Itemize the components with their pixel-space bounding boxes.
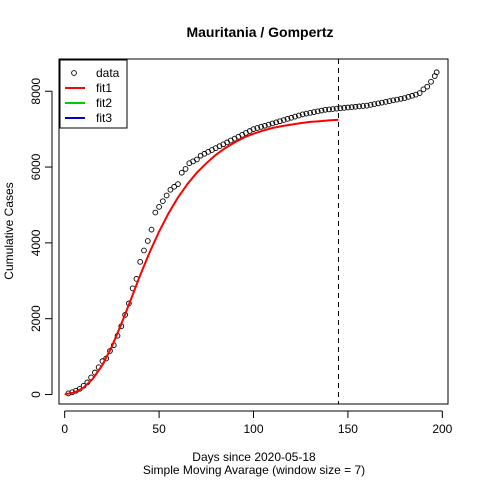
data-point [333,105,340,112]
data-point [341,105,347,111]
data-point [299,111,306,118]
data-point [137,258,144,265]
data-point [152,209,159,216]
data-point [265,121,272,128]
legend-label-fit2: fit2 [96,96,112,110]
data-point [433,69,440,76]
y-tick-label: 4000 [29,229,43,256]
data-point [280,117,287,123]
data-point [405,94,412,100]
data-point [148,226,155,233]
y-tick-label: 6000 [29,153,43,180]
data-point [397,95,404,102]
legend-box [59,59,128,129]
data-point [386,98,393,104]
data-point [175,181,181,187]
y-axis-label: Cumulative Cases [2,182,16,279]
data-point [318,107,325,114]
x-axis-sublabel: Simple Moving Avarage (window size = 7) [143,463,365,477]
data-point [303,110,310,117]
data-point [171,183,178,190]
data-point [307,109,314,116]
y-axis: 0 2000 4000 6000 8000 [29,78,53,398]
data-point [167,186,174,193]
data-point [390,97,397,104]
data-point [160,198,166,205]
data-point [356,103,363,110]
data-point [413,91,419,98]
data-point [273,119,280,126]
legend-swatch-data [71,70,77,76]
data-point [348,104,355,110]
data-point [326,106,332,113]
chart-title: Mauritania / Gompertz [186,24,333,40]
data-point [401,95,408,101]
y-tick-label: 8000 [29,78,43,105]
data-point [409,92,415,99]
data-point [144,238,151,244]
x-tick-label: 200 [432,422,452,436]
data-point [352,103,359,110]
data-point [254,125,261,131]
data-point [295,112,302,119]
legend-label-fit3: fit3 [96,111,112,125]
data-point [428,78,434,85]
data-point [314,108,321,115]
data-point [360,103,366,109]
y-tick-label: 2000 [29,305,43,332]
data-point [250,126,257,132]
x-axis: 0 50 100 150 200 [61,410,453,436]
x-tick-label: 100 [243,422,263,436]
data-point [269,120,276,127]
data-point [337,105,344,112]
data-point [156,204,162,210]
data-point [288,114,295,121]
x-axis-label: Days since 2020-05-18 [192,450,316,464]
data-point [193,156,200,163]
data-point [182,166,189,172]
data-point [277,118,283,125]
data-point [261,122,268,129]
data-point [420,86,427,93]
fit1-line [64,118,339,396]
data-point [345,104,351,111]
data-point [379,99,385,106]
data-point [322,106,329,113]
x-tick-label: 150 [338,422,358,436]
data-point [382,98,389,105]
data-point [375,100,381,107]
data-point [363,102,370,109]
data-point [163,192,170,199]
data-point [292,113,298,120]
data-point [178,169,185,176]
legend-label-fit1: fit1 [96,81,112,95]
data-point [416,90,423,96]
plot-area-border [58,58,449,405]
x-tick-label: 50 [152,422,166,436]
data-point [424,83,431,90]
legend-label-data: data [96,66,120,80]
y-tick-label: 0 [29,391,43,398]
data-point [371,101,378,107]
data-point [394,96,400,103]
data-point [141,247,147,254]
data-point [258,124,264,130]
data-points [65,69,440,397]
x-tick-label: 0 [61,422,68,436]
data-point [367,102,374,108]
data-point [329,106,336,112]
data-point [284,116,291,122]
data-point [311,109,317,115]
